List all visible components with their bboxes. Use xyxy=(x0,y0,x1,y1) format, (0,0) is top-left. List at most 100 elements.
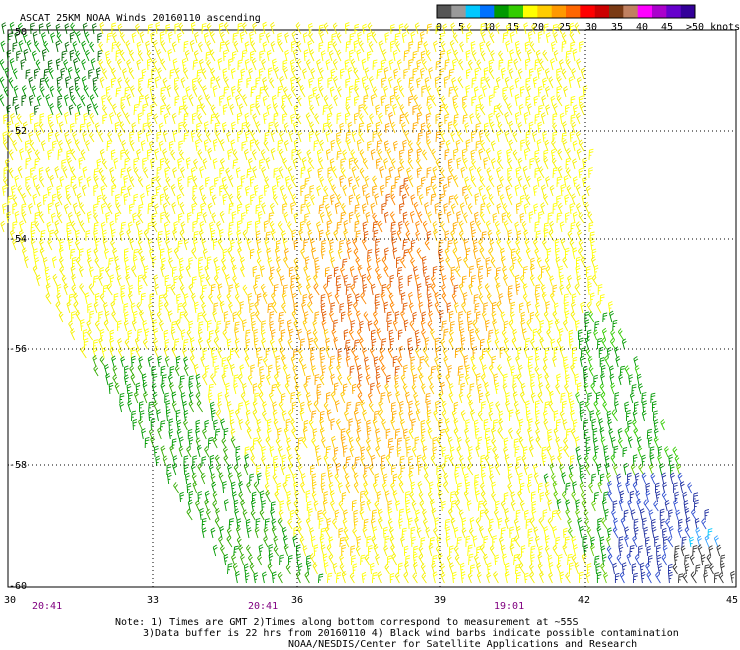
wind-barb xyxy=(450,203,456,215)
wind-barb xyxy=(437,490,443,503)
wind-barb xyxy=(490,257,496,269)
wind-barb xyxy=(328,482,334,494)
wind-barb xyxy=(479,41,485,53)
wind-barb xyxy=(109,167,115,179)
wind-barb xyxy=(561,32,567,44)
wind-barb xyxy=(629,392,635,404)
wind-barb xyxy=(137,363,144,377)
wind-barb xyxy=(205,176,210,188)
wind-barb xyxy=(277,446,283,458)
wind-barb xyxy=(539,491,545,503)
wind-barb xyxy=(657,563,663,575)
wind-barb xyxy=(680,545,686,557)
wind-barb xyxy=(575,391,581,404)
wind-barb xyxy=(566,283,572,296)
wind-barb xyxy=(275,381,282,395)
wind-barb xyxy=(461,301,467,314)
wind-barb xyxy=(435,400,440,413)
wind-barb xyxy=(542,77,547,89)
wind-barb xyxy=(528,364,533,377)
wind-barb xyxy=(227,247,233,260)
wind-barb xyxy=(416,139,423,152)
wind-barb xyxy=(461,527,467,539)
wind-barb xyxy=(386,311,392,323)
wind-barb xyxy=(478,525,484,539)
wind-barb xyxy=(522,293,529,305)
wind-barb xyxy=(165,230,171,242)
wind-barb xyxy=(273,545,280,557)
wind-barb xyxy=(102,194,108,206)
wind-barb xyxy=(651,518,656,530)
wind-barb xyxy=(336,32,342,44)
wind-barb xyxy=(477,284,483,296)
wind-barb xyxy=(459,455,464,467)
wind-barb xyxy=(491,437,497,449)
wind-barb xyxy=(78,266,84,278)
wind-barb xyxy=(303,238,309,251)
wind-barb xyxy=(382,473,388,485)
wind-barb xyxy=(155,455,161,467)
wind-barb xyxy=(397,473,404,485)
wind-barb xyxy=(511,256,517,269)
wind-barb xyxy=(171,112,177,125)
wind-barb xyxy=(453,85,459,98)
wind-barb xyxy=(488,247,494,260)
wind-barb xyxy=(450,22,456,35)
wind-barb xyxy=(384,383,390,395)
wind-barb xyxy=(295,544,301,557)
wind-barb xyxy=(300,481,306,494)
wind-barb xyxy=(426,418,431,431)
wind-barb xyxy=(564,104,570,116)
wind-barb xyxy=(302,68,307,80)
wind-barb xyxy=(269,320,274,332)
wind-barb xyxy=(323,22,329,35)
wind-barb xyxy=(297,283,303,296)
wind-barb xyxy=(171,202,177,215)
wind-barb xyxy=(593,264,599,278)
wind-barb xyxy=(115,202,122,215)
wind-barb xyxy=(525,77,531,88)
wind-barb xyxy=(548,229,555,242)
wind-barb xyxy=(220,545,226,557)
wind-barb xyxy=(685,517,691,530)
wind-barb xyxy=(115,87,121,98)
wind-barb xyxy=(66,229,72,242)
wind-barb xyxy=(504,130,510,143)
wind-barb xyxy=(364,175,370,188)
wind-barb xyxy=(599,294,605,305)
wind-barb xyxy=(270,22,276,35)
wind-barb xyxy=(579,525,585,539)
wind-barb xyxy=(602,401,608,413)
wind-barb xyxy=(141,373,147,386)
wind-barb xyxy=(335,462,341,476)
wind-barb xyxy=(597,284,603,296)
wind-barb xyxy=(284,32,290,44)
wind-barb xyxy=(140,255,146,269)
wind-barb xyxy=(459,41,465,53)
wind-barb xyxy=(314,445,320,458)
wind-barb xyxy=(123,193,129,206)
wind-barb xyxy=(648,463,654,476)
wind-barb xyxy=(518,418,524,431)
wind-barb xyxy=(387,555,392,565)
wind-barb xyxy=(584,319,590,332)
wind-barb xyxy=(544,535,550,548)
wind-barb xyxy=(676,463,682,476)
wind-barb xyxy=(250,85,256,98)
wind-barb xyxy=(348,194,354,206)
wind-barb xyxy=(519,85,525,98)
wind-barb xyxy=(279,185,285,197)
wind-barb xyxy=(633,526,639,539)
wind-barb xyxy=(420,537,426,548)
wind-barb xyxy=(443,203,449,215)
wind-barb xyxy=(212,436,218,449)
wind-barb xyxy=(322,104,328,116)
wind-barb xyxy=(535,409,540,422)
wind-barb xyxy=(528,68,534,80)
wind-barb xyxy=(318,85,324,98)
wind-barb xyxy=(49,85,55,98)
wind-barb xyxy=(330,68,336,80)
wind-barb xyxy=(496,184,502,197)
wind-barb xyxy=(84,49,90,62)
wind-barb xyxy=(530,392,536,404)
